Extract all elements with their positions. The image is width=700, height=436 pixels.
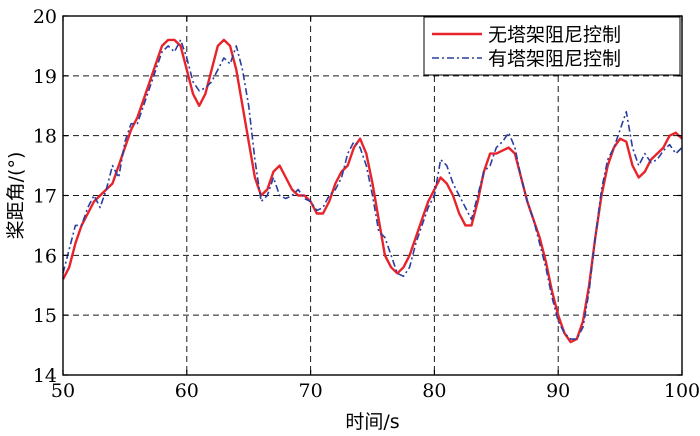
x-tick-label: 50 xyxy=(51,380,75,402)
y-tick-label: 16 xyxy=(33,245,57,267)
x-tick-label: 70 xyxy=(299,380,323,402)
x-tick-label: 60 xyxy=(175,380,199,402)
legend-label-2: 有塔架阻尼控制 xyxy=(488,48,621,70)
x-tick-label: 80 xyxy=(422,380,446,402)
series-line-1 xyxy=(61,38,683,344)
x-tick-label: 100 xyxy=(664,380,700,402)
series-lines xyxy=(61,38,683,344)
y-tick-label: 19 xyxy=(33,66,57,88)
series-line-2 xyxy=(62,39,683,340)
x-axis-label: 时间/s xyxy=(345,411,399,433)
y-tick-label: 20 xyxy=(33,6,57,28)
legend-box xyxy=(423,16,681,76)
y-tick-label: 14 xyxy=(33,365,57,387)
y-tick-label: 15 xyxy=(33,305,57,327)
y-tick-label: 17 xyxy=(33,186,57,208)
y-tick-label: 18 xyxy=(33,126,57,148)
axis-ticks: 50 60 70 80 90 100 14 15 16 17 18 19 20 xyxy=(33,6,700,402)
legend-label-1: 无塔架阻尼控制 xyxy=(488,24,621,46)
grid xyxy=(63,16,682,375)
x-tick-label: 90 xyxy=(546,380,570,402)
y-axis-label: 桨距角/(°) xyxy=(5,152,27,240)
